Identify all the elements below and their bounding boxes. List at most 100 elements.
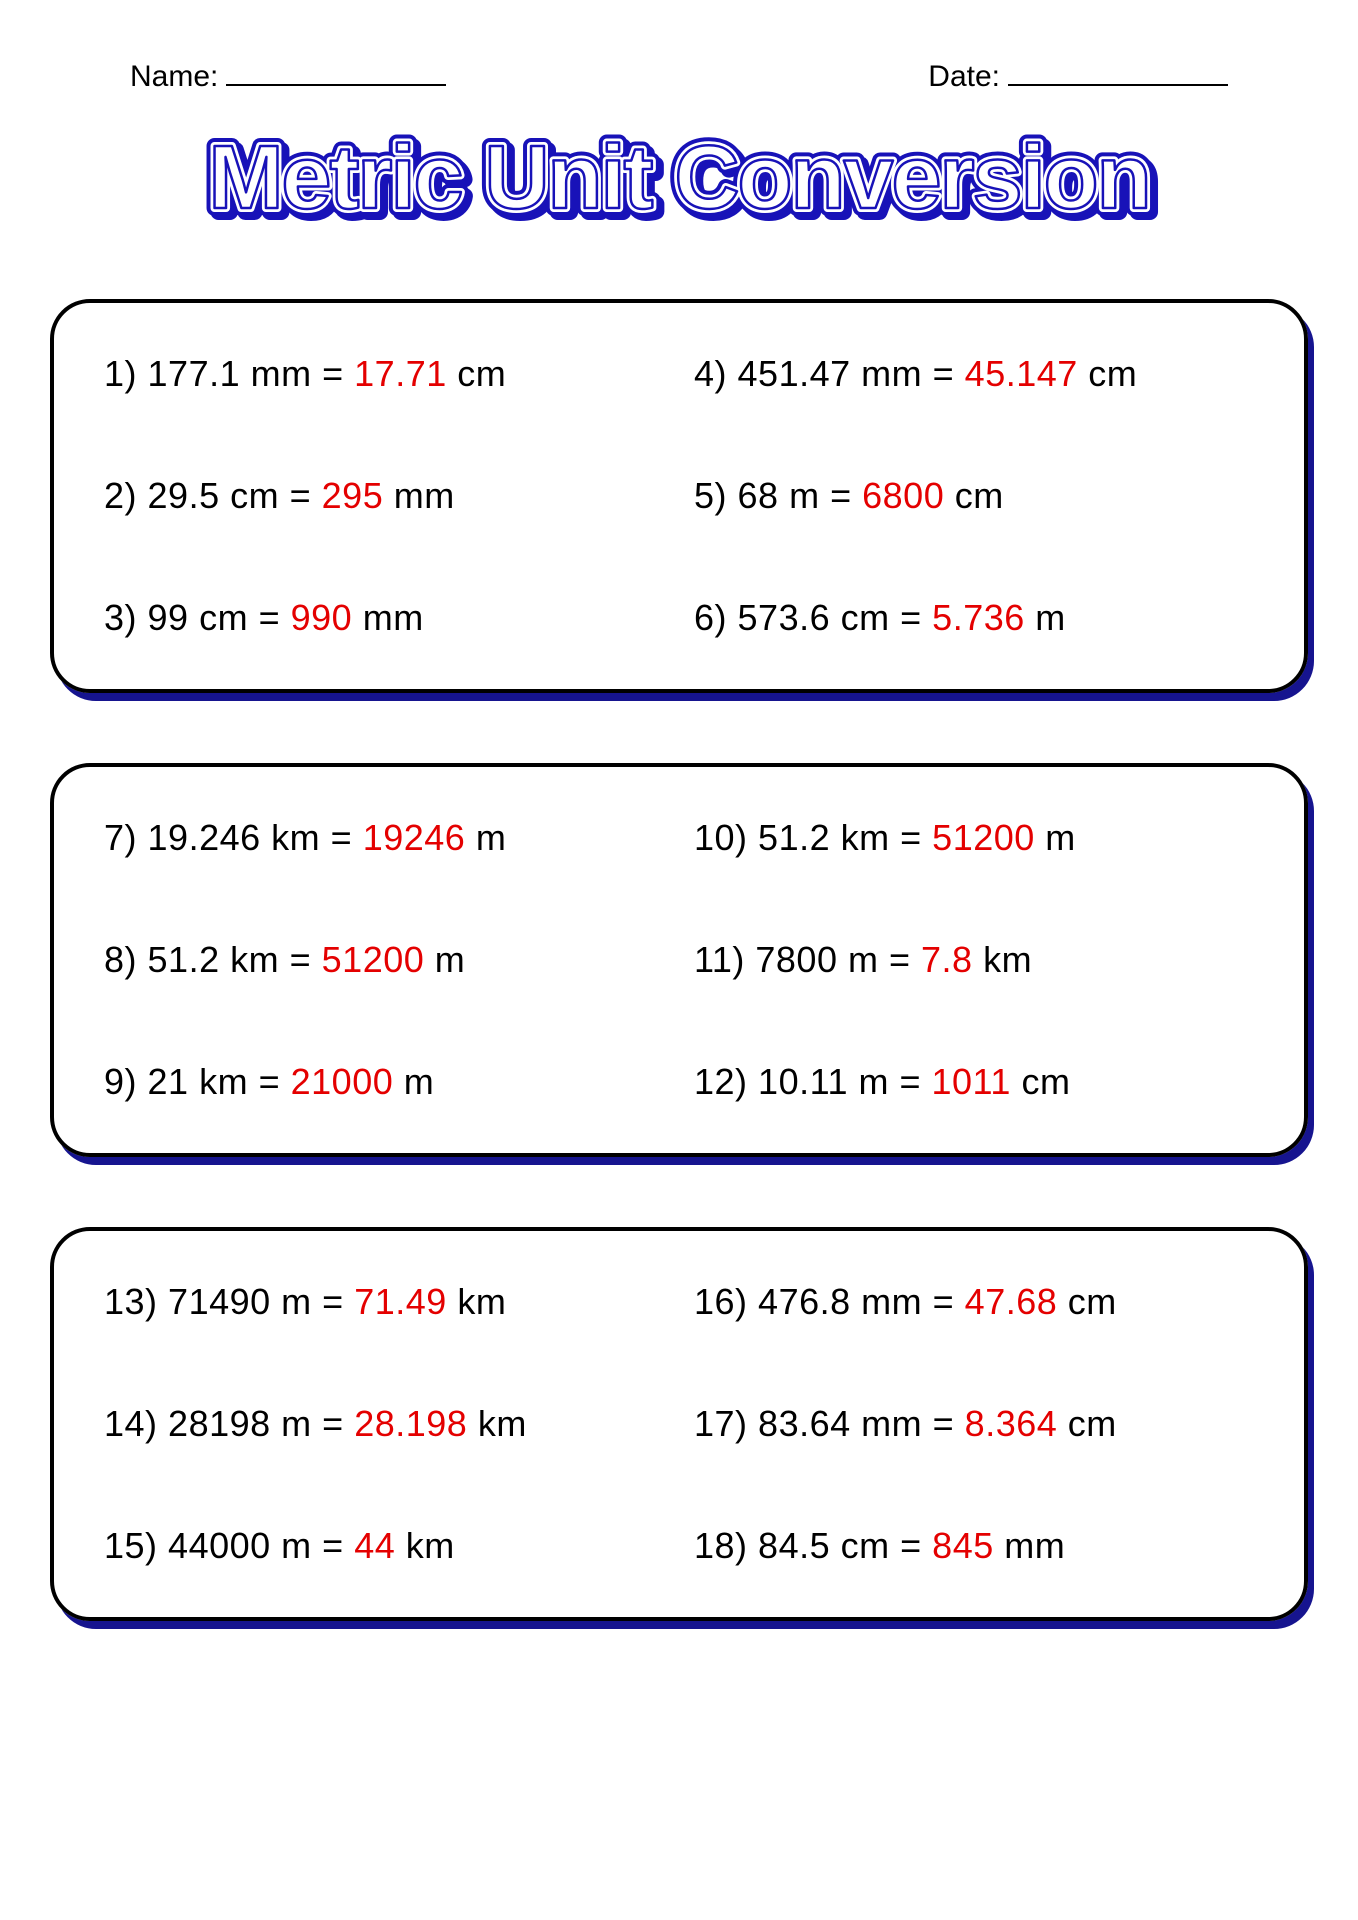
- problem-item: 9) 21 km = 21000 m: [104, 1061, 674, 1103]
- rhs-unit: m: [1045, 817, 1076, 858]
- problem-item: 12) 10.11 m = 1011 cm: [694, 1061, 1264, 1103]
- problem-number: 16: [694, 1281, 735, 1322]
- problem-item: 1) 177.1 mm = 17.71 cm: [104, 353, 674, 395]
- answer-value: 845: [932, 1525, 994, 1566]
- rhs-unit: mm: [1004, 1525, 1065, 1566]
- answer-value: 19246: [363, 817, 466, 858]
- lhs-unit: cm: [841, 1525, 890, 1566]
- problem-item: 10) 51.2 km = 51200 m: [694, 817, 1264, 859]
- problem-number: 8: [104, 939, 125, 980]
- answer-value: 51200: [322, 939, 435, 980]
- lhs-value: 83.64: [758, 1403, 851, 1444]
- answer-value: 17.71: [354, 353, 447, 394]
- lhs-value: 29.5: [148, 475, 220, 516]
- answer-value: 5.736: [932, 597, 1025, 638]
- problem-number: 6: [694, 597, 715, 638]
- lhs-value: 177.1: [148, 353, 241, 394]
- answer-value: 28.198: [354, 1403, 467, 1444]
- lhs-unit: m: [789, 475, 820, 516]
- lhs-value: 51.2: [758, 817, 830, 858]
- problem-item: 17) 83.64 mm = 8.364 cm: [694, 1403, 1264, 1445]
- problem-item: 8) 51.2 km = 51200 m: [104, 939, 674, 981]
- header-row: Name: Date:: [50, 60, 1308, 94]
- answer-value: 44: [354, 1525, 395, 1566]
- answer-value: 6800: [862, 475, 944, 516]
- lhs-value: 19.246: [148, 817, 261, 858]
- rhs-unit: km: [983, 939, 1032, 980]
- lhs-value: 476.8: [758, 1281, 851, 1322]
- rhs-unit: cm: [1068, 1281, 1117, 1322]
- answer-value: 71.49: [354, 1281, 447, 1322]
- lhs-unit: m: [281, 1281, 312, 1322]
- lhs-unit: km: [841, 817, 890, 858]
- answer-value: 45.147: [965, 353, 1078, 394]
- rhs-unit: km: [457, 1281, 506, 1322]
- lhs-unit: mm: [251, 353, 312, 394]
- answer-value: 21000: [291, 1061, 394, 1102]
- lhs-value: 451.47: [738, 353, 851, 394]
- lhs-value: 71490: [168, 1281, 271, 1322]
- problem-boxes-container: 1) 177.1 mm = 17.71 cm4) 451.47 mm = 45.…: [50, 299, 1308, 1621]
- problem-number: 1: [104, 353, 125, 394]
- lhs-unit: km: [230, 939, 279, 980]
- lhs-value: 10.11: [758, 1061, 848, 1102]
- problem-item: 14) 28198 m = 28.198 km: [104, 1403, 674, 1445]
- rhs-unit: mm: [363, 597, 424, 638]
- date-label: Date:: [928, 60, 1000, 94]
- lhs-value: 21: [148, 1061, 189, 1102]
- rhs-unit: cm: [457, 353, 506, 394]
- lhs-value: 573.6: [738, 597, 831, 638]
- name-blank[interactable]: [226, 84, 446, 86]
- problem-number: 14: [104, 1403, 145, 1444]
- lhs-value: 44000: [168, 1525, 271, 1566]
- rhs-unit: cm: [955, 475, 1004, 516]
- answer-value: 1011: [932, 1061, 1011, 1102]
- lhs-unit: mm: [861, 1281, 922, 1322]
- problem-number: 15: [104, 1525, 145, 1566]
- name-label: Name:: [130, 60, 218, 94]
- problem-item: 15) 44000 m = 44 km: [104, 1525, 674, 1567]
- problem-number: 18: [694, 1525, 735, 1566]
- rhs-unit: mm: [394, 475, 455, 516]
- answer-value: 47.68: [965, 1281, 1058, 1322]
- lhs-value: 7800: [755, 939, 837, 980]
- lhs-value: 68: [738, 475, 779, 516]
- problem-item: 7) 19.246 km = 19246 m: [104, 817, 674, 859]
- problem-number: 5: [694, 475, 715, 516]
- problem-number: 4: [694, 353, 715, 394]
- rhs-unit: cm: [1021, 1061, 1070, 1102]
- lhs-unit: m: [858, 1061, 889, 1102]
- lhs-unit: cm: [841, 597, 890, 638]
- problem-item: 5) 68 m = 6800 cm: [694, 475, 1264, 517]
- lhs-unit: km: [199, 1061, 248, 1102]
- rhs-unit: km: [406, 1525, 455, 1566]
- rhs-unit: cm: [1088, 353, 1137, 394]
- lhs-unit: cm: [230, 475, 279, 516]
- title-svg: Metric Unit Conversion Metric Unit Conve…: [129, 124, 1229, 244]
- worksheet-title: Metric Unit Conversion Metric Unit Conve…: [50, 124, 1308, 249]
- lhs-unit: mm: [861, 353, 922, 394]
- rhs-unit: m: [404, 1061, 435, 1102]
- problem-item: 16) 476.8 mm = 47.68 cm: [694, 1281, 1264, 1323]
- answer-value: 7.8: [921, 939, 973, 980]
- lhs-value: 84.5: [758, 1525, 830, 1566]
- lhs-value: 28198: [168, 1403, 271, 1444]
- problem-number: 2: [104, 475, 125, 516]
- answer-value: 8.364: [965, 1403, 1058, 1444]
- problem-number: 12: [694, 1061, 735, 1102]
- problem-item: 2) 29.5 cm = 295 mm: [104, 475, 674, 517]
- lhs-unit: m: [281, 1525, 312, 1566]
- lhs-unit: mm: [861, 1403, 922, 1444]
- rhs-unit: cm: [1068, 1403, 1117, 1444]
- rhs-unit: km: [478, 1403, 527, 1444]
- problem-number: 3: [104, 597, 125, 638]
- problem-box: 7) 19.246 km = 19246 m 10) 51.2 km = 5120…: [50, 763, 1308, 1157]
- problem-number: 10: [694, 817, 735, 858]
- problem-number: 13: [104, 1281, 145, 1322]
- answer-value: 51200: [932, 817, 1035, 858]
- rhs-unit: m: [435, 939, 466, 980]
- lhs-value: 51.2: [148, 939, 220, 980]
- date-blank[interactable]: [1008, 84, 1228, 86]
- date-field: Date:: [928, 60, 1228, 94]
- problem-number: 11: [694, 939, 732, 980]
